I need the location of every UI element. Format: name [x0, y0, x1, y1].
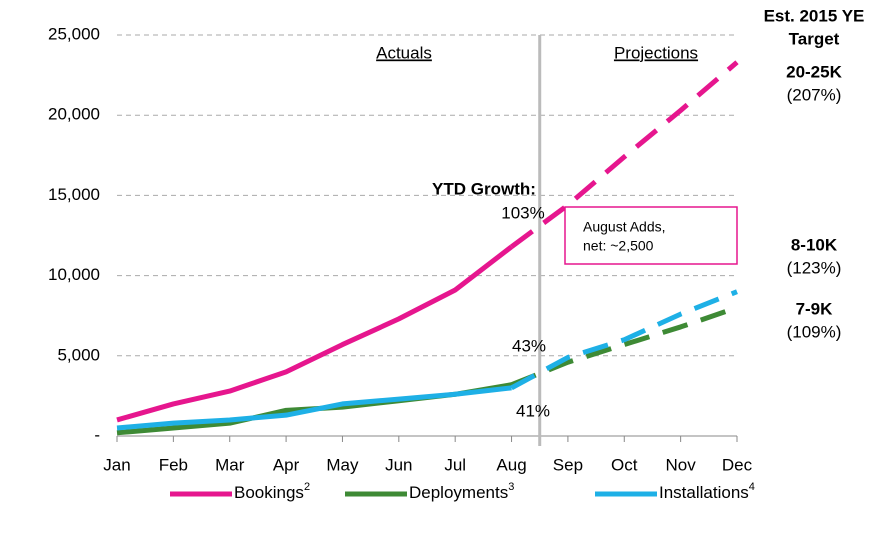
x-tick-label: Mar — [215, 455, 245, 474]
target-pct: (207%) — [787, 85, 842, 104]
x-tick-label: Jun — [385, 455, 412, 474]
annotation: YTD Growth: — [432, 179, 536, 198]
callout-text: net: ~2,500 — [583, 238, 654, 254]
legend-footnote: 2 — [304, 481, 310, 493]
legend-footnote: 4 — [749, 481, 755, 493]
legend-name: Bookings — [234, 483, 304, 502]
y-tick-label: 5,000 — [57, 345, 100, 364]
legend-label: Bookings2 — [234, 481, 310, 503]
x-tick-label: May — [326, 455, 359, 474]
projection-line — [510, 289, 738, 391]
target-pct: (109%) — [787, 322, 842, 341]
target-value: 8-10K — [791, 235, 838, 254]
x-tick-label: Oct — [611, 455, 638, 474]
annotation: Projections — [614, 43, 698, 62]
series-line — [116, 244, 514, 423]
target-header: Target — [789, 29, 840, 48]
annotation: 103% — [501, 203, 544, 222]
y-tick-label: - — [94, 425, 100, 444]
target-header: Est. 2015 YE — [764, 6, 865, 25]
annotation: Actuals — [376, 43, 432, 62]
y-tick-label: 20,000 — [48, 105, 100, 124]
x-tick-label: Jan — [103, 455, 130, 474]
x-tick-label: Aug — [496, 455, 526, 474]
y-tick-label: 15,000 — [48, 185, 100, 204]
legend-footnote: 3 — [508, 481, 514, 493]
series-line — [116, 385, 512, 431]
x-tick-label: Nov — [666, 455, 697, 474]
target-value: 7-9K — [796, 299, 834, 318]
legend-label: Deployments3 — [409, 481, 514, 503]
callout-text: August Adds, — [583, 219, 666, 235]
legend-name: Installations — [659, 483, 749, 502]
x-tick-label: Apr — [273, 455, 300, 474]
legend-name: Deployments — [409, 483, 508, 502]
annotation: 41% — [516, 401, 550, 420]
target-value: 20-25K — [786, 62, 842, 81]
x-tick-label: Dec — [722, 455, 753, 474]
x-tick-label: Jul — [444, 455, 466, 474]
callout-box — [564, 206, 738, 265]
x-tick-label: Feb — [159, 455, 188, 474]
annotation: 43% — [512, 336, 546, 355]
y-tick-label: 10,000 — [48, 265, 100, 284]
y-tick-label: 25,000 — [48, 24, 100, 43]
x-tick-label: Sep — [553, 455, 583, 474]
target-pct: (123%) — [787, 258, 842, 277]
projection-line — [510, 60, 739, 249]
legend-label: Installations4 — [659, 481, 755, 503]
